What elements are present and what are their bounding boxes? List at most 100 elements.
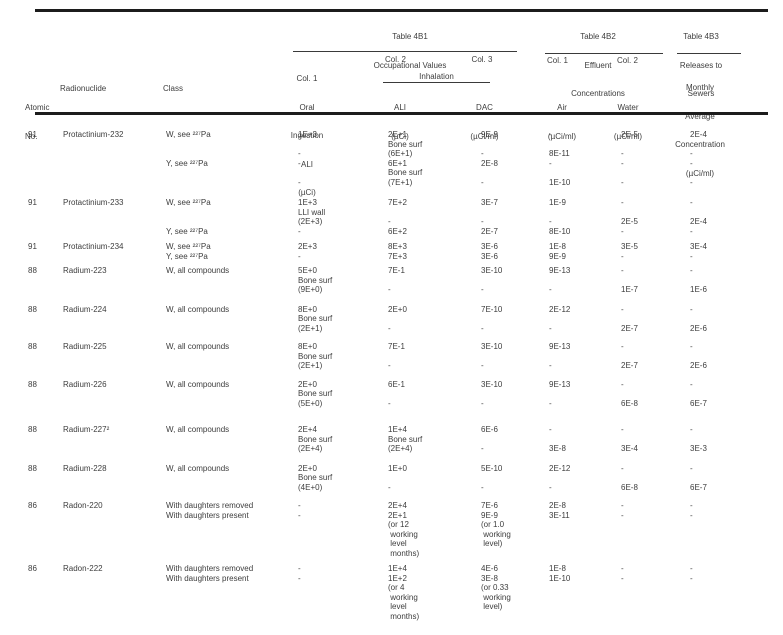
cell-atomic-no bbox=[25, 227, 63, 237]
inhalation-ali-units: (µCi) bbox=[391, 131, 409, 141]
concentration-label: Concentration bbox=[675, 140, 725, 149]
cell-monthly-average bbox=[690, 602, 748, 612]
cell-oral-ingestion-ali: - bbox=[298, 510, 301, 520]
cell-dac: 2E-7 bbox=[481, 226, 498, 236]
cell-monthly-average: 3E-4 bbox=[690, 242, 707, 251]
table-row: months) bbox=[25, 612, 769, 622]
cell-monthly-average bbox=[690, 539, 748, 549]
cell-inhalation-ali: months) bbox=[388, 548, 420, 558]
cell-radionuclide bbox=[63, 324, 166, 334]
cell-radionuclide bbox=[63, 473, 166, 483]
table-row: 88 Radium-228 W, all compounds 2E+0 1E+0 5E-1… bbox=[25, 464, 769, 474]
cell-oral-ingestion-ali: - bbox=[298, 226, 301, 236]
cell-atomic-no bbox=[25, 520, 63, 530]
cell-inhalation-ali: - bbox=[388, 217, 391, 226]
cell-atomic-no bbox=[25, 389, 63, 399]
radionuclide-group: 88 Radium-225 W, all compounds 8E+0 7E-1 3E-1… bbox=[25, 342, 769, 371]
cell-class: W, all compounds bbox=[166, 342, 230, 351]
radionuclide-group: 88 Radium-228 W, all compounds 2E+0 1E+0 5E-1… bbox=[25, 464, 769, 493]
cell-radionuclide: Radium-226 bbox=[63, 379, 107, 389]
col1-label: Col. 1 bbox=[296, 74, 318, 83]
cell-radionuclide: Radium-227² bbox=[63, 425, 110, 434]
table-row: Bone surf bbox=[25, 168, 769, 178]
table-4b1-title-line2: Occupational Values bbox=[373, 60, 447, 70]
radionuclide-group: 86 Radon-222 With daughters removed - 1E+4 4E… bbox=[25, 564, 769, 621]
col3-label: Col. 3 bbox=[471, 55, 493, 64]
cell-oral-ingestion-ali bbox=[298, 539, 388, 549]
cell-inhalation-ali: 7E+3 bbox=[388, 251, 407, 261]
table-row: Bone surf bbox=[25, 276, 769, 286]
cell-oral-ingestion-ali: - bbox=[298, 149, 301, 158]
cell-class bbox=[166, 140, 298, 150]
table-row: (2E+4) (2E+4) - 3E-8 3E-4 3E-3 bbox=[25, 444, 769, 454]
cell-inhalation-ali: 1E+4 bbox=[388, 564, 407, 573]
table-row: Bone surf bbox=[25, 473, 769, 483]
cell-radionuclide bbox=[63, 483, 166, 493]
dac-header: DAC (µCi/ml) bbox=[462, 84, 507, 160]
radionuclide-group: 88 Radium-227² W, all compounds 2E+4 1E+4 6E-… bbox=[25, 425, 769, 454]
cell-dac bbox=[481, 276, 549, 286]
cell-dac: 5E-10 bbox=[481, 463, 503, 473]
cell-dac: - bbox=[481, 398, 484, 408]
cell-inhalation-ali bbox=[388, 208, 481, 218]
table-row: Bone surf bbox=[25, 389, 769, 399]
table-4b1-underline bbox=[293, 51, 517, 52]
cell-atomic-no: 91 bbox=[28, 242, 37, 251]
cell-atomic-no bbox=[25, 574, 63, 584]
cell-radionuclide: Radium-225 bbox=[63, 342, 107, 351]
cell-oral-ingestion-ali: 1E+3 bbox=[298, 130, 317, 139]
cell-dac: - bbox=[481, 323, 484, 333]
cell-inhalation-ali: - bbox=[388, 482, 391, 492]
cell-monthly-average: - bbox=[690, 342, 693, 351]
cell-atomic-no bbox=[25, 217, 63, 227]
cell-radionuclide bbox=[63, 178, 166, 188]
cell-radionuclide: Protactinium-233 bbox=[63, 198, 124, 207]
header-bottom-rule bbox=[35, 112, 768, 115]
cell-inhalation-ali: working bbox=[388, 592, 418, 602]
table-row: 91 Protactinium-233 W, see ²²⁷Pa 1E+3 7E+2 3E… bbox=[25, 198, 769, 208]
cell-class: W, all compounds bbox=[166, 379, 230, 389]
cell-atomic-no bbox=[25, 612, 63, 622]
cell-atomic-no bbox=[25, 208, 63, 218]
cell-air: - bbox=[549, 425, 552, 434]
cell-oral-ingestion-ali: (2E+1) bbox=[298, 361, 323, 370]
cell-water: 2E-5 bbox=[621, 217, 638, 226]
cell-atomic-no bbox=[25, 324, 63, 334]
cell-dac: 3E-10 bbox=[481, 342, 503, 351]
cell-monthly-average bbox=[690, 276, 748, 286]
cell-water bbox=[621, 389, 690, 399]
cell-inhalation-ali: (2E+4) bbox=[388, 444, 413, 453]
table-row: 88 Radium-223 W, all compounds 5E+0 7E-1 3E-1… bbox=[25, 266, 769, 276]
cell-atomic-no bbox=[25, 444, 63, 454]
radionuclide-header: Radionuclide bbox=[60, 84, 107, 93]
col2-label: Col. 2 bbox=[385, 55, 406, 64]
cell-monthly-average bbox=[690, 473, 748, 483]
cell-water bbox=[621, 208, 690, 218]
table-row: (5E+0) - - - 6E-8 6E-7 bbox=[25, 399, 769, 409]
cell-atomic-no bbox=[25, 361, 63, 371]
cell-radionuclide bbox=[63, 602, 166, 612]
water-label: Water bbox=[617, 103, 639, 112]
cell-radionuclide: Protactinium-234 bbox=[63, 242, 124, 251]
atomic-no-header: Atomic No. bbox=[25, 84, 49, 160]
cell-dac bbox=[481, 435, 549, 445]
cell-class bbox=[166, 168, 298, 178]
cell-dac bbox=[481, 314, 549, 324]
cell-atomic-no bbox=[25, 285, 63, 295]
cell-inhalation-ali: 6E+2 bbox=[388, 226, 407, 236]
cell-radionuclide bbox=[63, 227, 166, 237]
cell-radionuclide bbox=[63, 520, 166, 530]
table-4b3-title-line3: Sewers bbox=[687, 89, 715, 98]
cell-inhalation-ali: months) bbox=[388, 611, 420, 621]
cell-radionuclide: Radium-224 bbox=[63, 304, 107, 314]
cell-oral-ingestion-ali: Bone surf bbox=[298, 389, 333, 398]
cell-dac: 7E-10 bbox=[481, 304, 503, 314]
cell-air bbox=[549, 168, 621, 178]
cell-inhalation-ali: 2E+0 bbox=[388, 304, 407, 314]
cell-water bbox=[621, 593, 690, 603]
cell-monthly-average: 6E-7 bbox=[690, 398, 707, 408]
cell-oral-ingestion-ali: 2E+0 bbox=[298, 463, 317, 473]
class-header: Class bbox=[163, 84, 184, 93]
cell-inhalation-ali: (or 4 bbox=[388, 583, 405, 592]
cell-water bbox=[621, 314, 690, 324]
